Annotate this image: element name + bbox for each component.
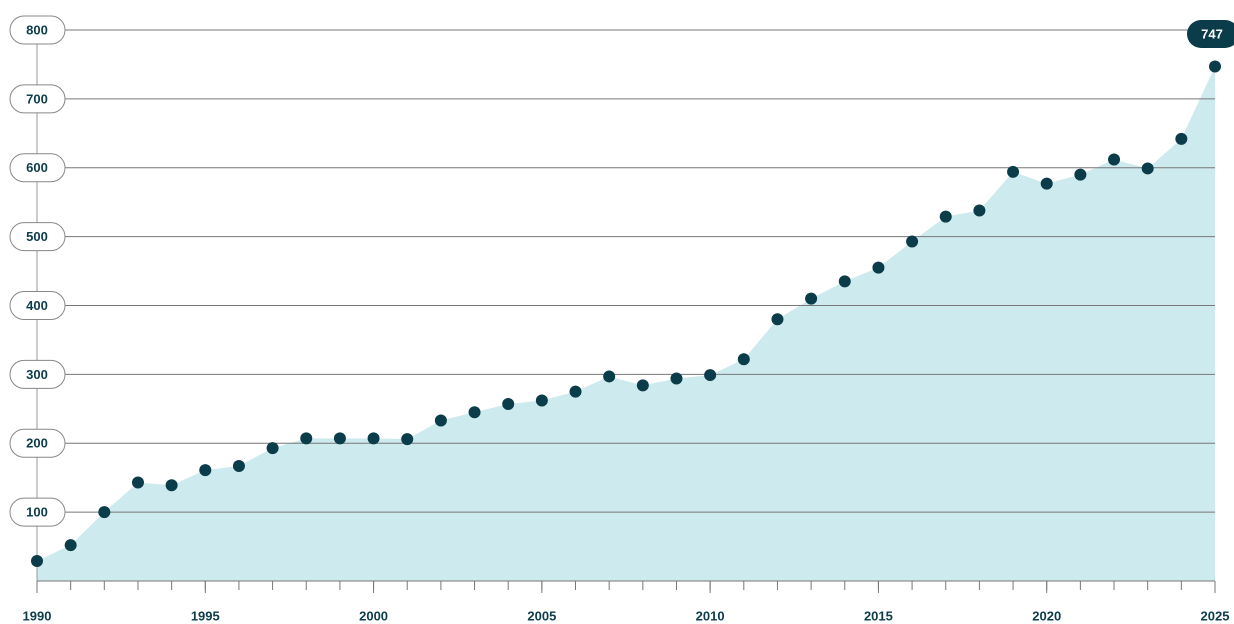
point — [468, 406, 481, 419]
x-tick-label: 2025 — [1201, 608, 1230, 623]
point — [737, 353, 750, 366]
point — [872, 261, 885, 274]
value-badge — [1187, 20, 1234, 48]
point — [939, 210, 952, 223]
y-tick-label: 700 — [26, 91, 48, 106]
y-tick-pill — [9, 84, 66, 114]
point — [1209, 60, 1221, 73]
x-tick-label: 2015 — [864, 608, 893, 623]
y-tick-pill — [9, 497, 66, 527]
y-tick-label: 800 — [26, 22, 48, 37]
point — [300, 432, 313, 445]
point — [367, 432, 380, 445]
point — [535, 394, 548, 407]
x-tick-label: 2005 — [527, 608, 556, 623]
point — [670, 372, 683, 385]
x-tick-label: 2000 — [359, 608, 388, 623]
point — [401, 433, 414, 446]
point — [232, 459, 245, 472]
point — [199, 464, 212, 477]
area — [37, 66, 1215, 581]
point — [502, 397, 515, 410]
point — [434, 414, 447, 427]
y-tick-label: 600 — [26, 160, 48, 175]
point — [1175, 132, 1188, 145]
point — [636, 379, 649, 392]
point — [165, 479, 178, 492]
point — [771, 313, 784, 326]
x-tick-label: 2020 — [1032, 608, 1061, 623]
y-tick-label: 100 — [26, 505, 48, 520]
point — [973, 204, 986, 217]
point — [333, 432, 346, 445]
point — [131, 476, 144, 489]
point — [64, 539, 77, 552]
point — [266, 442, 279, 455]
point — [1108, 153, 1121, 166]
y-tick-pill — [9, 222, 66, 252]
y-tick-label: 400 — [26, 298, 48, 313]
x-tick-label: 1995 — [191, 608, 220, 623]
point — [1074, 168, 1087, 181]
point — [906, 235, 919, 248]
value-badge-label: 747 — [1201, 26, 1223, 41]
point — [31, 555, 43, 568]
x-tick-label: 2010 — [696, 608, 725, 623]
point — [805, 292, 818, 305]
y-tick-pill — [9, 15, 66, 45]
y-tick-pill — [9, 291, 66, 320]
y-tick-label: 300 — [26, 367, 48, 382]
point — [603, 370, 616, 383]
point — [1040, 177, 1053, 190]
y-tick-pill — [9, 359, 66, 389]
point — [1141, 162, 1154, 175]
y-tick-pill — [9, 153, 66, 183]
point — [1007, 165, 1020, 178]
y-tick-pill — [9, 428, 66, 458]
x-tick-label: 1990 — [23, 608, 52, 623]
y-tick-label: 200 — [26, 436, 48, 451]
point — [98, 506, 111, 519]
point — [569, 385, 582, 398]
y-tick-label: 500 — [26, 229, 48, 244]
point — [704, 369, 717, 382]
point — [838, 275, 851, 288]
